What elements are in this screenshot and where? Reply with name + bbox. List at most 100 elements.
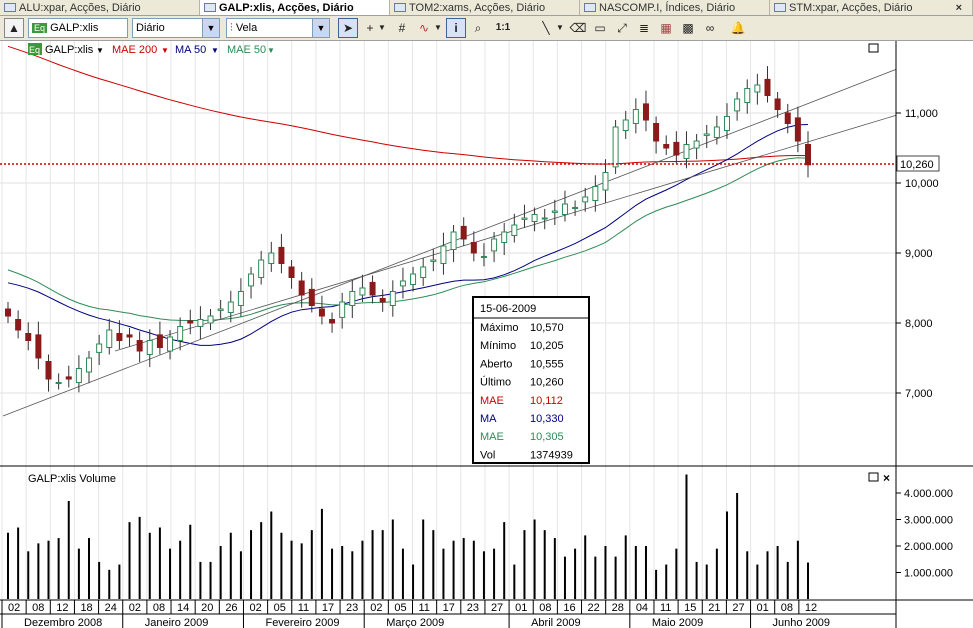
candle[interactable]: [592, 175, 599, 212]
zoom-tool-button[interactable]: ⌕: [474, 21, 482, 35]
legend-symbol-dropdown-icon[interactable]: ▼: [96, 46, 104, 55]
candle[interactable]: [146, 329, 153, 368]
candle[interactable]: [703, 124, 710, 148]
layout-button[interactable]: ▩: [682, 21, 694, 35]
candle[interactable]: [25, 322, 32, 351]
candle[interactable]: [369, 275, 376, 304]
candle[interactable]: [126, 327, 133, 347]
candle[interactable]: [622, 110, 629, 139]
candle[interactable]: [572, 200, 579, 216]
candle[interactable]: [521, 204, 528, 228]
candle[interactable]: [653, 116, 660, 154]
candle[interactable]: [217, 299, 224, 319]
legend-mae50-dropdown-icon[interactable]: ▼: [267, 46, 275, 55]
candle[interactable]: [430, 248, 437, 272]
candle[interactable]: [349, 280, 356, 319]
candle[interactable]: [440, 232, 447, 275]
period-select[interactable]: Diário ▼: [132, 18, 220, 38]
candle[interactable]: [794, 106, 801, 153]
candlestick-chart[interactable]: 11,000 10,000 9,000 8,000 7,000 10,260 Eq GA…: [0, 41, 973, 628]
candle[interactable]: [308, 278, 315, 313]
candle[interactable]: [673, 131, 680, 164]
candle[interactable]: [734, 92, 741, 121]
candle[interactable]: [288, 260, 295, 289]
candle[interactable]: [420, 257, 427, 286]
indicator-tool-button[interactable]: ∿: [418, 21, 430, 35]
grid-tool-button[interactable]: #: [398, 21, 406, 35]
candle[interactable]: [278, 234, 285, 274]
candle[interactable]: [45, 354, 52, 392]
chart-style-select[interactable]: ⫶ Vela ▼: [226, 18, 330, 38]
candle[interactable]: [511, 213, 518, 243]
line-tool-button[interactable]: ╲: [542, 21, 550, 35]
maximize-volume-pane-icon[interactable]: [868, 472, 879, 482]
maximize-price-pane-icon[interactable]: [868, 43, 879, 53]
tab-alu[interactable]: ALU:xpar, Acções, Diário: [0, 0, 200, 15]
indicator-line-2[interactable]: [7, 157, 809, 321]
eraser-tool-button[interactable]: ⌫: [569, 21, 587, 35]
candle[interactable]: [663, 135, 670, 155]
symbol-field[interactable]: Eq GALP:xlis: [28, 18, 128, 38]
date-axis[interactable]: 02 08 12 18 24 02 08 14 20 26 02 05 11 17 23 02 05 11 17 23…: [1, 600, 830, 628]
candle[interactable]: [713, 115, 720, 145]
indicator-line-0[interactable]: [7, 45, 809, 165]
candle[interactable]: [450, 225, 457, 263]
candle[interactable]: [106, 318, 113, 355]
info-tool-button[interactable]: i: [446, 18, 466, 38]
candle[interactable]: [582, 187, 589, 212]
rectangle-tool-button[interactable]: ▭: [594, 21, 606, 35]
price-axis[interactable]: [896, 41, 973, 466]
candle[interactable]: [207, 309, 214, 330]
candle[interactable]: [268, 241, 275, 272]
candle[interactable]: [177, 317, 184, 351]
close-tab-icon[interactable]: ×: [955, 1, 962, 14]
candle[interactable]: [754, 73, 761, 105]
candle[interactable]: [65, 365, 72, 388]
line-dropdown-button[interactable]: ▼: [556, 23, 564, 32]
legend-ma50[interactable]: MA 50: [175, 44, 206, 56]
candle[interactable]: [470, 231, 477, 262]
candle[interactable]: [805, 131, 811, 178]
candle[interactable]: [15, 310, 22, 339]
candle[interactable]: [723, 103, 730, 139]
trend-line-primary[interactable]: [2, 68, 898, 417]
candle[interactable]: [136, 331, 143, 363]
legend-mae50[interactable]: MAE 50: [227, 44, 266, 56]
candle[interactable]: [561, 190, 568, 222]
collapse-button[interactable]: ▲: [4, 18, 24, 38]
pointer-tool-button[interactable]: ➤: [338, 18, 358, 38]
candle[interactable]: [329, 312, 336, 333]
candle[interactable]: [410, 267, 417, 292]
candle[interactable]: [764, 66, 771, 103]
candle[interactable]: [399, 267, 406, 299]
candle[interactable]: [298, 271, 305, 308]
candle[interactable]: [75, 355, 82, 393]
tab-nascomp[interactable]: NASCOMP.I, Índices, Diário: [580, 0, 770, 15]
candle[interactable]: [693, 134, 700, 160]
indicator-dropdown-button[interactable]: ▼: [434, 23, 442, 32]
candle[interactable]: [379, 289, 386, 312]
tab-stm[interactable]: STM:xpar, Acções, Diário ×: [770, 0, 973, 15]
tab-galp[interactable]: GALP:xlis, Acções, Diário: [200, 0, 390, 15]
candle[interactable]: [5, 302, 11, 323]
candle[interactable]: [683, 131, 690, 169]
candle[interactable]: [156, 321, 163, 355]
candle[interactable]: [460, 217, 467, 246]
actual-size-button[interactable]: 1:1: [495, 22, 511, 33]
candle[interactable]: [389, 280, 396, 317]
candle[interactable]: [774, 92, 781, 118]
trend-tool-button[interactable]: ⤢: [617, 21, 627, 35]
candle[interactable]: [248, 267, 255, 299]
candle[interactable]: [491, 232, 498, 263]
candle[interactable]: [744, 79, 751, 114]
candle[interactable]: [187, 309, 194, 335]
legend-mae200[interactable]: MAE 200: [112, 44, 157, 56]
candle[interactable]: [35, 321, 42, 370]
candle[interactable]: [551, 199, 558, 225]
candle[interactable]: [480, 243, 487, 267]
indicator-line-1[interactable]: [7, 124, 809, 346]
candle[interactable]: [86, 351, 93, 384]
crosshair-dropdown-button[interactable]: ▼: [378, 23, 386, 32]
candle[interactable]: [339, 292, 346, 329]
candle[interactable]: [501, 222, 508, 256]
